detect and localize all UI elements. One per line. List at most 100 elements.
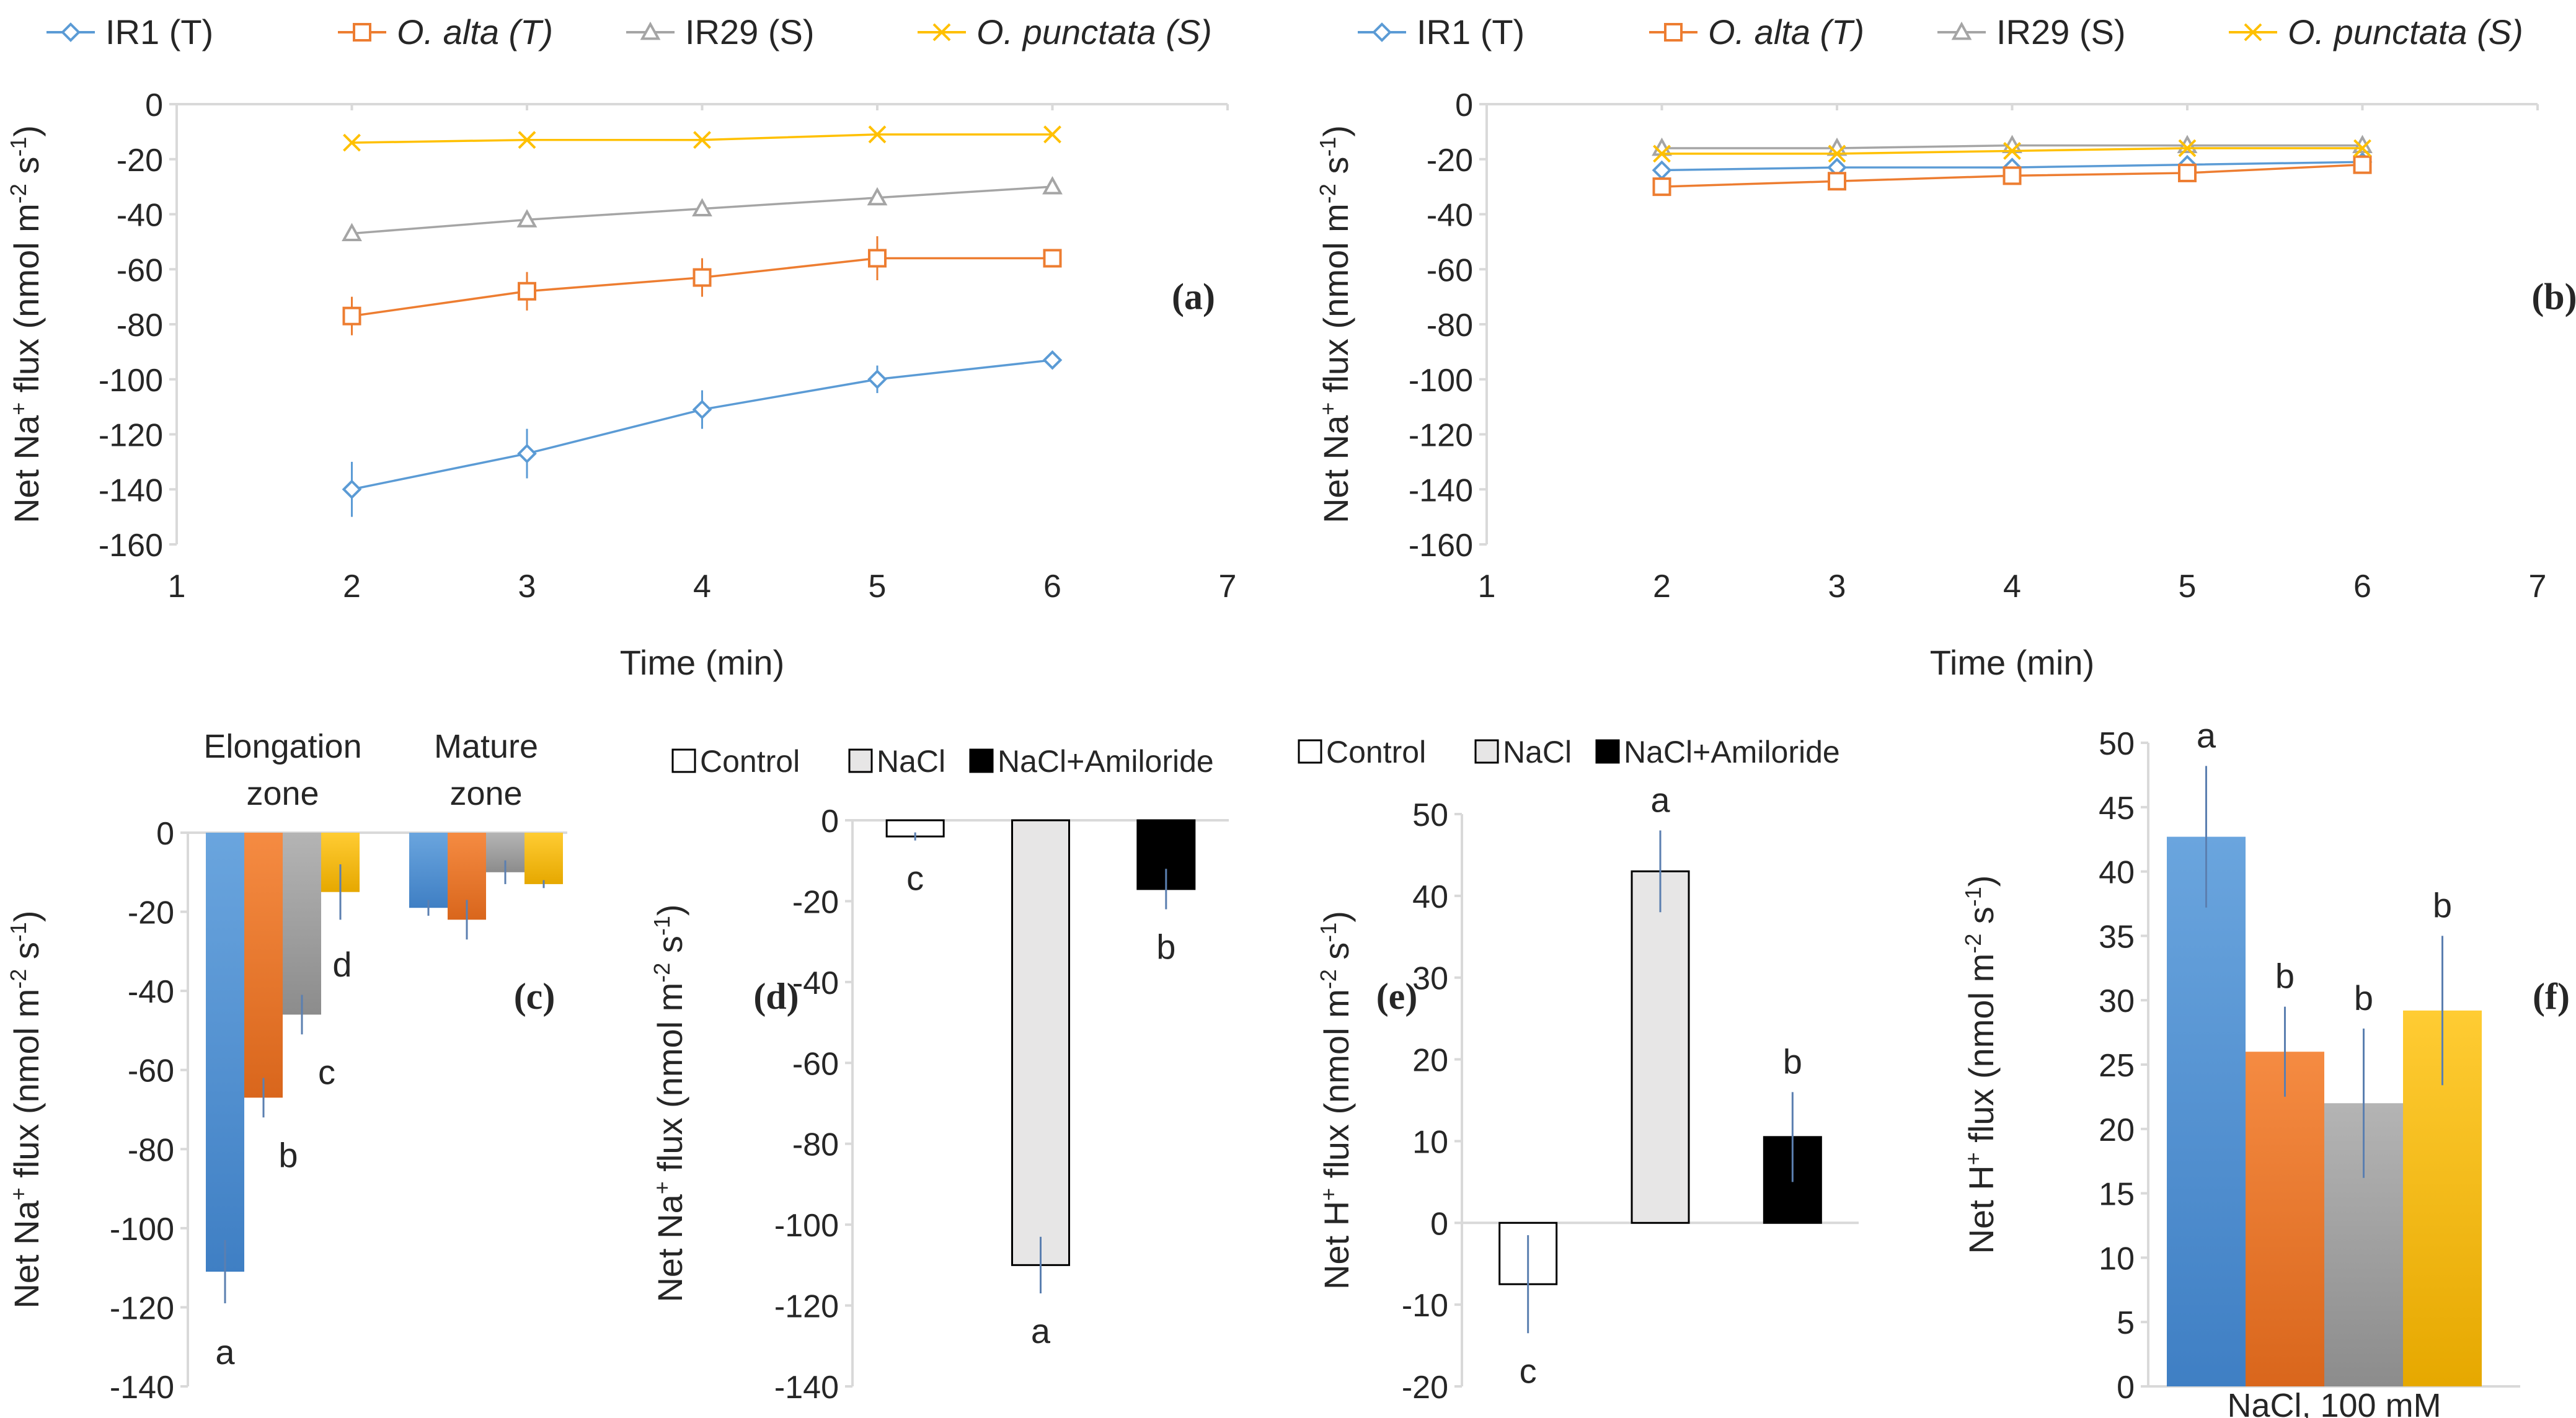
ylabel-superscript: -1: [1316, 923, 1341, 942]
panel-e-bar-chart: 50 40 30 20 10 0 -10 -20 Net H+ flux (nmol m-2 s…: [1298, 735, 1859, 1406]
x-tick-label: 5: [2179, 569, 2197, 605]
ylabel-part: ): [7, 125, 46, 137]
ylabel-superscript: +: [1316, 1188, 1341, 1201]
legend-label: NaCl: [1503, 735, 1572, 769]
y-tick-label: -140: [99, 472, 163, 508]
x-axis-title: NaCl, 100 mM: [2227, 1387, 2441, 1418]
legend-label: NaCl: [877, 744, 945, 779]
data-point: [867, 187, 888, 206]
ylabel-superscript: +: [1315, 402, 1340, 415]
legend-marker: [932, 23, 951, 42]
ylabel-part: flux (nmol m: [1316, 203, 1355, 402]
legend-label: Control: [700, 744, 800, 779]
category-label: zone: [246, 775, 319, 812]
ylabel-part: Net H: [1962, 1165, 2001, 1254]
y-tick-label: -20: [128, 895, 174, 931]
ylabel-part: s: [1316, 157, 1355, 184]
y-axis-title: Net Na+ flux (nmol m-2 s-1): [6, 125, 46, 523]
ylabel-part: ): [1962, 875, 2001, 887]
legend-label: NaCl+Amiloride: [1624, 735, 1840, 769]
legend-swatch: [848, 748, 873, 773]
y-tick-label: 5: [2117, 1305, 2135, 1341]
legend-marker: [61, 22, 81, 42]
legend-label: IR29 (S): [1996, 12, 2126, 51]
legend-swatch: [969, 748, 994, 773]
legend-swatch: [1298, 739, 1322, 764]
y-tick-label: -100: [1409, 363, 1473, 399]
y-tick-label: 25: [2099, 1048, 2135, 1084]
x-axis-title: Time (min): [1930, 643, 2094, 682]
significance-letter: b: [2433, 885, 2452, 924]
y-tick-label: -120: [774, 1289, 839, 1325]
significance-letter: b: [278, 1135, 298, 1174]
y-tick-label: 30: [2099, 983, 2135, 1019]
y-tick-label: 20: [1412, 1043, 1448, 1079]
data-point: [1828, 172, 1846, 191]
data-point: [518, 131, 536, 149]
data-point: [867, 369, 887, 389]
ylabel-part: flux (nmol m: [650, 983, 689, 1182]
ylabel-part: Net Na: [650, 1194, 689, 1302]
y-tick-label: -160: [99, 528, 163, 564]
panel-c-bar-chart: 0 -20 -40 -60 -80 -100 -120 -140 Net Na+ flux (n…: [6, 728, 567, 1406]
ylabel-superscript: -2: [1960, 934, 1986, 954]
y-tick-label: 0: [821, 804, 839, 840]
y-tick-label: -80: [117, 308, 163, 343]
y-tick-label: -60: [1427, 252, 1473, 288]
data-point: [1652, 160, 1672, 180]
significance-letter: a: [2197, 716, 2216, 755]
legend-marker: [1664, 23, 1683, 42]
ylabel-part: s: [7, 942, 46, 969]
data-point: [342, 223, 362, 241]
ylabel-part: flux (nmol m: [7, 203, 46, 402]
x-tick-label: 2: [1653, 569, 1671, 605]
y-tick-label: -60: [128, 1053, 174, 1089]
x-tick-label: 4: [693, 569, 711, 605]
x-tick-label: 1: [1478, 569, 1496, 605]
y-tick-label: -100: [99, 363, 163, 399]
data-point: [2353, 139, 2371, 157]
y-tick-label: 10: [2099, 1241, 2135, 1277]
y-tick-label: 50: [1412, 797, 1448, 833]
legend-swatch: [1474, 739, 1499, 764]
x-tick-label: 3: [518, 569, 536, 605]
legend-label: Control: [1326, 735, 1426, 769]
y-tick-label: 40: [2099, 855, 2135, 891]
ylabel-part: Net H: [1317, 1201, 1356, 1290]
data-point: [692, 399, 712, 420]
ylabel-superscript: -1: [1315, 137, 1340, 157]
y-tick-label: -80: [128, 1132, 174, 1168]
bar: [244, 833, 283, 1098]
y-tick-label: -100: [774, 1208, 839, 1244]
y-tick-label: -20: [117, 143, 163, 179]
y-tick-label: -20: [1402, 1370, 1448, 1406]
x-tick-label: 7: [2529, 569, 2547, 605]
y-tick-label: -10: [1402, 1288, 1448, 1324]
data-point: [693, 131, 711, 149]
category-label: zone: [449, 775, 522, 812]
category-label: Mature: [434, 728, 538, 765]
ylabel-superscript: +: [649, 1181, 675, 1194]
x-tick-label: 4: [2003, 569, 2021, 605]
legend-label: NaCl+Amiloride: [998, 744, 1214, 779]
y-tick-label: -40: [1427, 198, 1473, 234]
y-tick-label: -80: [1427, 308, 1473, 343]
data-point: [342, 306, 361, 326]
y-tick-label: -120: [110, 1290, 174, 1326]
bar: [283, 833, 321, 1015]
y-tick-label: 30: [1412, 961, 1448, 997]
y-tick-label: -160: [1409, 528, 1473, 564]
legend-marker: [1372, 22, 1392, 42]
data-point: [518, 281, 536, 301]
ylabel-superscript: -1: [1960, 887, 1986, 906]
legend-label: O. alta (T): [397, 12, 553, 51]
ylabel-part: flux (nmol m: [1317, 989, 1356, 1188]
data-point: [517, 443, 537, 464]
x-tick-label: 6: [1043, 569, 1061, 605]
data-point: [1042, 176, 1063, 195]
ylabel-superscript: -2: [6, 184, 31, 203]
significance-letter: a: [1650, 780, 1670, 819]
y-tick-label: 0: [145, 87, 163, 123]
